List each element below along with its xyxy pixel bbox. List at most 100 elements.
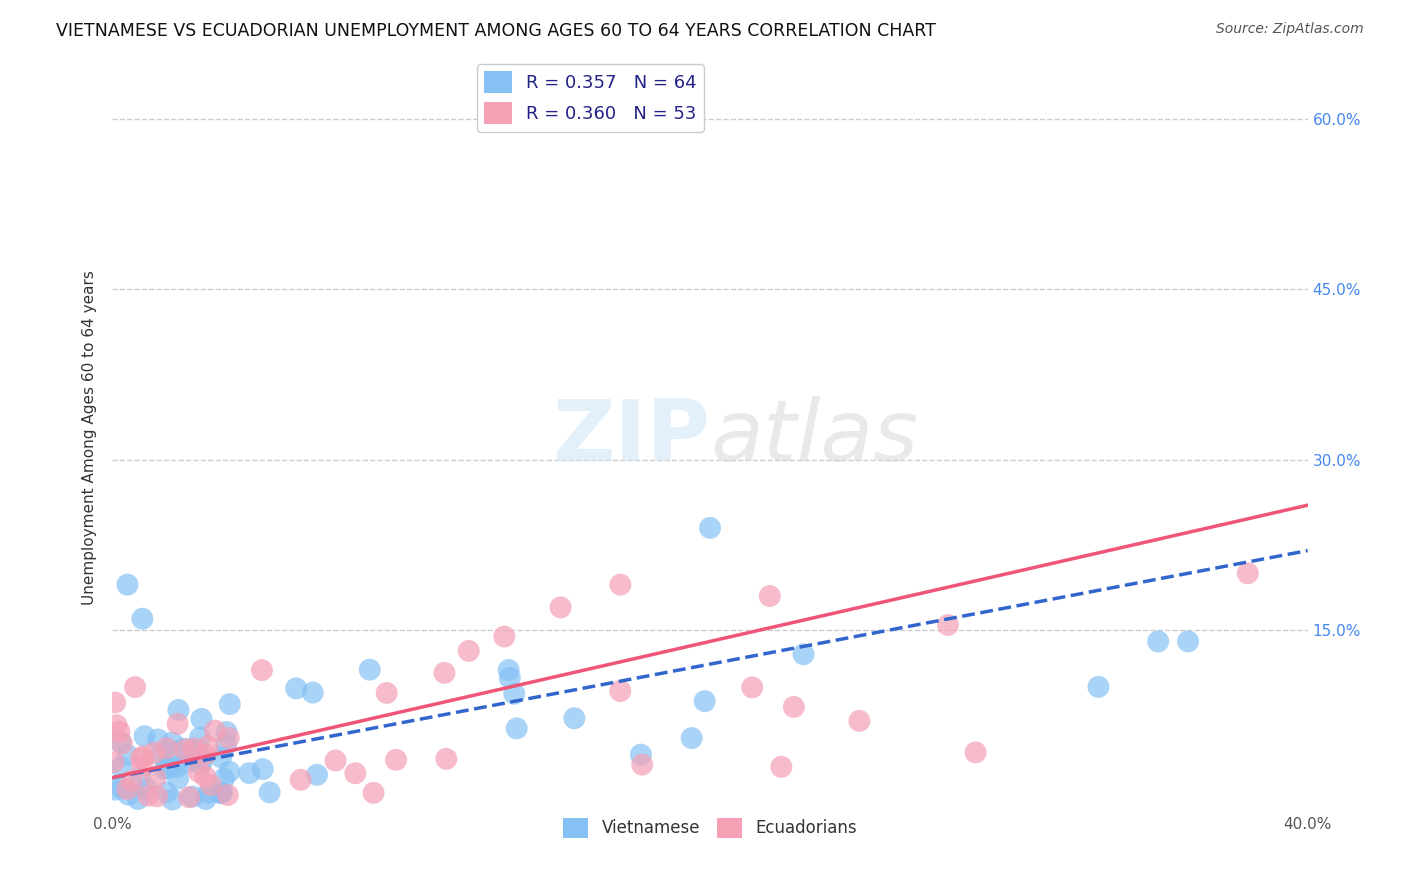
Point: [186, 752, 208, 766]
Point: [104, 696, 127, 710]
Point: [211, 785, 233, 799]
Point: [197, 739, 219, 754]
Point: [131, 759, 153, 773]
Point: [699, 521, 721, 535]
Point: [183, 741, 205, 756]
Point: [209, 750, 232, 764]
Point: [209, 786, 232, 800]
Point: [212, 772, 235, 786]
Point: [218, 731, 240, 745]
Point: [385, 753, 408, 767]
Point: [163, 745, 186, 759]
Point: [505, 722, 527, 736]
Point: [104, 782, 127, 797]
Point: [204, 723, 226, 738]
Point: [167, 703, 190, 717]
Point: [146, 732, 169, 747]
Point: [759, 589, 782, 603]
Point: [117, 788, 139, 802]
Point: [848, 714, 870, 728]
Point: [285, 681, 308, 696]
Point: [693, 694, 716, 708]
Point: [117, 747, 139, 762]
Point: [301, 685, 323, 699]
Point: [160, 735, 183, 749]
Point: [215, 725, 238, 739]
Point: [741, 681, 763, 695]
Point: [197, 786, 219, 800]
Point: [134, 729, 156, 743]
Point: [770, 760, 793, 774]
Point: [434, 752, 457, 766]
Point: [173, 741, 195, 756]
Point: [1237, 566, 1260, 581]
Point: [181, 789, 204, 804]
Point: [1147, 634, 1170, 648]
Point: [135, 782, 157, 797]
Point: [1177, 634, 1199, 648]
Point: [631, 757, 654, 772]
Point: [494, 630, 516, 644]
Point: [183, 744, 205, 758]
Text: Source: ZipAtlas.com: Source: ZipAtlas.com: [1216, 22, 1364, 37]
Point: [143, 746, 166, 760]
Point: [218, 697, 240, 711]
Point: [174, 742, 197, 756]
Text: ZIP: ZIP: [553, 395, 710, 479]
Point: [105, 718, 128, 732]
Point: [103, 755, 125, 769]
Point: [325, 754, 347, 768]
Point: [188, 731, 211, 745]
Point: [252, 762, 274, 776]
Point: [117, 577, 139, 591]
Point: [1087, 680, 1109, 694]
Point: [550, 600, 572, 615]
Point: [191, 752, 214, 766]
Point: [132, 749, 155, 764]
Point: [344, 766, 367, 780]
Point: [609, 684, 631, 698]
Point: [200, 778, 222, 792]
Point: [363, 786, 385, 800]
Point: [259, 785, 281, 799]
Text: VIETNAMESE VS ECUADORIAN UNEMPLOYMENT AMONG AGES 60 TO 64 YEARS CORRELATION CHAR: VIETNAMESE VS ECUADORIAN UNEMPLOYMENT AM…: [56, 22, 936, 40]
Point: [156, 741, 179, 756]
Point: [187, 744, 209, 758]
Point: [166, 717, 188, 731]
Point: [499, 671, 522, 685]
Point: [609, 577, 631, 591]
Point: [146, 789, 169, 804]
Point: [503, 687, 526, 701]
Point: [498, 663, 520, 677]
Point: [110, 781, 132, 796]
Point: [150, 747, 173, 762]
Point: [936, 618, 959, 632]
Text: atlas: atlas: [710, 395, 918, 479]
Point: [194, 747, 217, 762]
Point: [136, 789, 159, 803]
Point: [681, 731, 703, 745]
Point: [457, 644, 479, 658]
Point: [209, 786, 232, 800]
Point: [110, 735, 132, 749]
Point: [215, 738, 238, 752]
Point: [217, 788, 239, 802]
Point: [190, 757, 212, 772]
Point: [783, 700, 806, 714]
Point: [108, 724, 131, 739]
Point: [143, 771, 166, 785]
Point: [218, 764, 240, 779]
Point: [111, 736, 134, 750]
Point: [630, 747, 652, 762]
Point: [562, 711, 585, 725]
Point: [121, 773, 143, 788]
Point: [155, 785, 177, 799]
Point: [965, 745, 987, 759]
Point: [131, 612, 153, 626]
Point: [166, 760, 188, 774]
Point: [129, 751, 152, 765]
Point: [238, 766, 260, 780]
Point: [194, 770, 217, 784]
Point: [792, 648, 814, 662]
Point: [162, 792, 184, 806]
